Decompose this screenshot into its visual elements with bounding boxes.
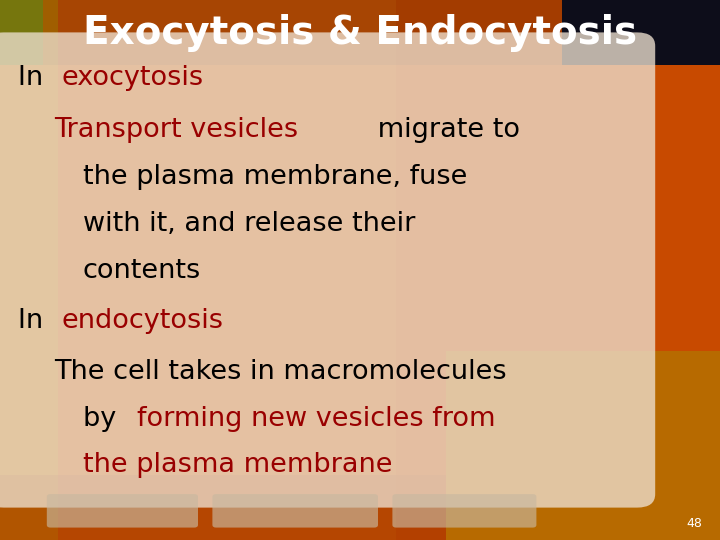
Text: In: In [18,308,52,334]
FancyBboxPatch shape [47,494,198,528]
Polygon shape [0,475,446,540]
Text: In: In [18,65,52,91]
Polygon shape [0,0,58,540]
FancyBboxPatch shape [392,494,536,528]
Text: exocytosis: exocytosis [61,65,204,91]
Text: The cell takes in macromolecules: The cell takes in macromolecules [54,359,507,384]
Text: Transport vesicles: Transport vesicles [54,117,298,143]
FancyBboxPatch shape [0,32,655,508]
Text: with it, and release their: with it, and release their [83,211,415,237]
Text: by: by [83,406,125,431]
Text: 48: 48 [686,517,702,530]
Polygon shape [446,351,720,540]
Text: contents: contents [83,258,201,284]
FancyBboxPatch shape [212,494,378,528]
Text: forming new vesicles from: forming new vesicles from [137,406,495,431]
Polygon shape [0,0,43,65]
FancyBboxPatch shape [0,0,720,65]
Polygon shape [562,0,720,65]
Text: endocytosis: endocytosis [61,308,223,334]
Text: the plasma membrane, fuse: the plasma membrane, fuse [83,164,467,190]
Text: the plasma membrane: the plasma membrane [83,453,392,478]
Text: migrate to: migrate to [369,117,520,143]
Polygon shape [0,0,396,540]
Text: Exocytosis & Endocytosis: Exocytosis & Endocytosis [83,14,637,52]
